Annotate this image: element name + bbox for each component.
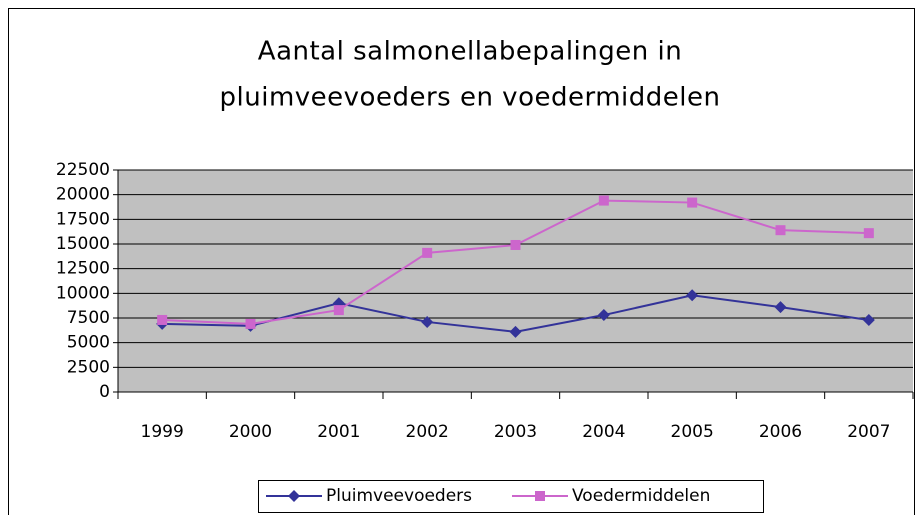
y-tick-label: 20000 xyxy=(56,185,110,205)
marker xyxy=(774,301,787,314)
marker xyxy=(863,228,874,239)
marker xyxy=(597,309,610,322)
chart-title: Aantal salmonellabepalingen in xyxy=(258,37,682,67)
marker xyxy=(333,305,344,316)
y-tick-label: 17500 xyxy=(56,209,110,229)
y-tick-label: 7500 xyxy=(67,308,110,328)
x-tick-label: 2004 xyxy=(582,422,625,442)
marker xyxy=(535,491,545,501)
legend-box xyxy=(258,480,764,513)
marker xyxy=(421,315,434,328)
chart-title: pluimveevoeders en voedermiddelen xyxy=(220,83,721,113)
x-tick-label: 2000 xyxy=(229,422,272,442)
marker xyxy=(862,313,875,326)
marker xyxy=(775,225,786,236)
y-tick-label: 12500 xyxy=(56,259,110,279)
marker xyxy=(509,325,522,338)
marker xyxy=(157,314,168,325)
marker xyxy=(422,247,433,258)
marker xyxy=(598,195,609,206)
x-tick-label: 2003 xyxy=(494,422,537,442)
y-tick-label: 10000 xyxy=(56,283,110,303)
marker xyxy=(687,197,698,208)
x-tick-label: 1999 xyxy=(141,422,184,442)
x-tick-label: 2006 xyxy=(759,422,802,442)
legend-label: Pluimveevoeders xyxy=(326,486,472,506)
y-tick-label: 0 xyxy=(99,382,110,402)
y-tick-label: 5000 xyxy=(67,333,110,353)
marker xyxy=(288,490,300,502)
marker xyxy=(686,289,699,302)
x-tick-label: 2005 xyxy=(671,422,714,442)
y-tick-label: 15000 xyxy=(56,234,110,254)
legend-label: Voedermiddelen xyxy=(572,486,710,506)
x-tick-label: 2007 xyxy=(847,422,890,442)
y-tick-label: 22500 xyxy=(56,160,110,180)
plot-area xyxy=(118,170,913,392)
x-tick-label: 2002 xyxy=(406,422,449,442)
marker xyxy=(245,318,256,329)
y-tick-label: 2500 xyxy=(67,357,110,377)
marker xyxy=(510,239,521,250)
x-tick-label: 2001 xyxy=(317,422,360,442)
